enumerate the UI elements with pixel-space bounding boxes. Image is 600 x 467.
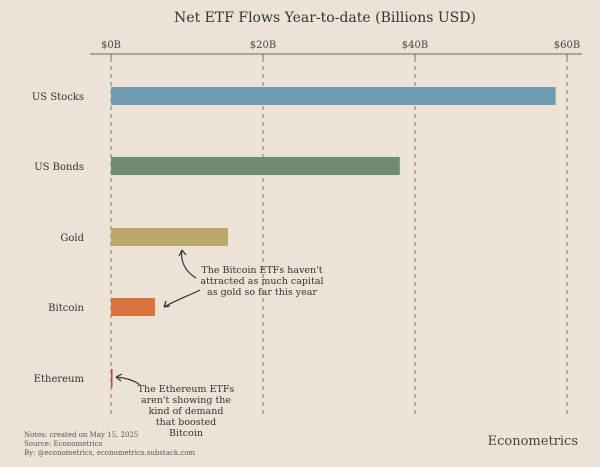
bitcoin-annotation-line-1: The Bitcoin ETFs haven't [201, 265, 323, 276]
gridlines [110, 54, 568, 418]
x-tick-labels: $0B $20B $40B $60B [101, 40, 580, 51]
bitcoin-annotation-arrow [181, 249, 197, 279]
brand-logo-text: Econometrics [487, 434, 578, 449]
ethereum-annotation: The Ethereum ETFs aren't showing the kin… [130, 384, 242, 439]
x-tick-label-60: $60B [554, 40, 580, 51]
bar-gold [111, 228, 229, 246]
chart-title: Net ETF Flows Year-to-date (Billions USD… [174, 10, 476, 26]
category-labels: US Stocks US Bonds Gold Bitcoin Ethereum [32, 92, 85, 385]
ethereum-annotation-line-4: that boosted [155, 417, 217, 428]
x-tick-label-40: $40B [402, 40, 428, 51]
ethereum-annotation-line-2: aren't showing the [140, 395, 232, 406]
notes-text: Notes: created on May 15, 2025 [24, 431, 139, 439]
bitcoin-annotation-arrow-2-head [163, 300, 171, 308]
ethereum-annotation-line-5: Bitcoin [168, 428, 204, 439]
category-label-gold: Gold [60, 233, 84, 244]
bars [111, 87, 556, 387]
bar-bitcoin [111, 298, 156, 316]
bar-us-bonds [111, 157, 400, 175]
ethereum-annotation-line-1: The Ethereum ETFs [137, 384, 235, 395]
category-label-us-stocks: US Stocks [32, 92, 84, 103]
category-label-us-bonds: US Bonds [34, 162, 84, 173]
bar-us-stocks [111, 87, 556, 105]
x-tick-label-20: $20B [250, 40, 276, 51]
bitcoin-annotation-line-2: attracted as much capital [200, 276, 324, 287]
footer-notes: Notes: created on May 15, 2025 Source: E… [24, 431, 195, 458]
bitcoin-annotation-arrow-head [178, 249, 187, 257]
ethereum-annotation-arrow-head [115, 373, 123, 382]
by-text: By: @econometrics, econometrics.substack… [24, 449, 196, 457]
category-label-bitcoin: Bitcoin [48, 303, 84, 314]
category-label-ethereum: Ethereum [34, 374, 85, 385]
bar-ethereum [111, 369, 113, 387]
bitcoin-annotation-arrow-2 [163, 289, 201, 308]
bitcoin-annotation: The Bitcoin ETFs haven't attracted as mu… [196, 265, 328, 298]
bitcoin-annotation-line-3: as gold so far this year [207, 287, 317, 298]
ethereum-annotation-line-3: kind of demand [148, 406, 224, 417]
ethereum-annotation-arrow [115, 376, 141, 386]
x-tick-label-0: $0B [101, 40, 121, 51]
annotation-arrows [115, 249, 201, 386]
source-text: Source: Econometrics [24, 440, 103, 448]
